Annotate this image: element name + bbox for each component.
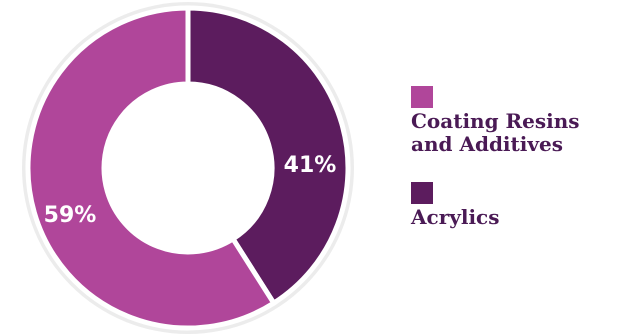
chart-legend: Coating Resins and Additives Acrylics xyxy=(411,86,616,255)
legend-item-coating-resins: Coating Resins and Additives xyxy=(411,86,616,156)
legend-swatch-acrylics xyxy=(411,182,433,204)
donut-chart: 41% 59% xyxy=(22,2,354,334)
donut-chart-svg: 41% 59% xyxy=(22,2,354,334)
slice-label-coating-resins: 59% xyxy=(44,203,97,228)
slice-label-acrylics: 41% xyxy=(284,153,337,178)
legend-label-line1: Acrylics xyxy=(411,205,500,229)
legend-label-line1: Coating Resins xyxy=(411,109,580,133)
donut-slice-acrylics xyxy=(185,5,351,307)
legend-label-line2: and Additives xyxy=(411,132,563,156)
legend-label-acrylics: Acrylics xyxy=(411,206,616,229)
legend-item-acrylics: Acrylics xyxy=(411,182,616,229)
legend-label-coating-resins: Coating Resins and Additives xyxy=(411,110,616,156)
legend-swatch-coating-resins xyxy=(411,86,433,108)
donut-hole xyxy=(105,85,271,251)
donut-slice-coating-resins xyxy=(25,5,278,331)
